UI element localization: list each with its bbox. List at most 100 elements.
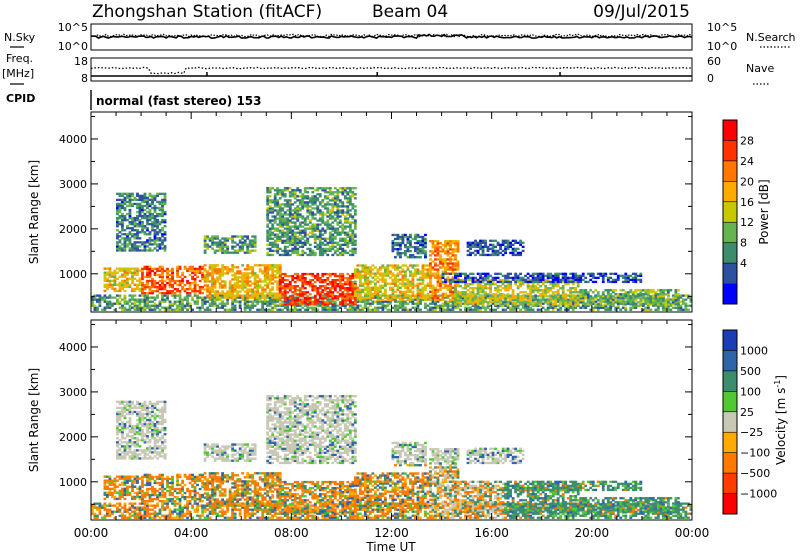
power-cell (326, 215, 330, 218)
power-cell (128, 300, 132, 303)
power-cell (654, 294, 658, 297)
power-cell (113, 308, 117, 311)
power-cell (476, 297, 480, 300)
power-cell (231, 298, 235, 301)
power-cell (426, 272, 430, 275)
power-cell (388, 300, 392, 303)
power-cell (454, 258, 457, 261)
power-cell (223, 237, 227, 240)
power-cell (121, 275, 124, 278)
power-cell (206, 235, 209, 238)
power-cell (173, 279, 177, 283)
power-cell (594, 295, 598, 298)
power-cell (348, 302, 352, 305)
power-cell (353, 289, 357, 292)
power-cell (554, 303, 558, 306)
power-cell (153, 233, 157, 236)
power-cell (268, 300, 272, 303)
power-cell (176, 294, 179, 297)
power-cell (591, 291, 595, 294)
power-cell (496, 301, 500, 304)
power-cell (609, 306, 613, 309)
power-cell (449, 300, 452, 303)
power-cell (146, 227, 149, 230)
power-cell (348, 223, 352, 226)
power-cell (278, 291, 282, 294)
power-cell (206, 245, 209, 248)
power-cell (248, 239, 252, 242)
power-cell (449, 290, 452, 293)
power-cell (664, 306, 668, 309)
power-cell (373, 308, 377, 311)
power-cell (646, 308, 650, 311)
power-cell (636, 289, 640, 292)
power-cell (399, 300, 402, 303)
power-cell (276, 187, 280, 190)
power-cell (321, 274, 325, 278)
power-cell (136, 194, 139, 198)
power-cell (123, 300, 127, 303)
power-cell (396, 288, 400, 291)
power-cell (296, 237, 300, 240)
power-cell (148, 204, 152, 208)
power-cell (126, 271, 129, 274)
power-cell (346, 251, 350, 255)
power-cell (108, 300, 112, 303)
power-cell (368, 288, 372, 291)
power-cell (641, 293, 645, 296)
power-cell (326, 243, 330, 247)
power-cell (113, 283, 117, 287)
power-cell (136, 304, 139, 307)
power-cell (341, 276, 345, 280)
power-cell (474, 308, 477, 311)
power-cell (358, 272, 362, 275)
power-cell (306, 304, 310, 307)
power-cell (163, 220, 167, 224)
power-cell (273, 294, 277, 297)
power-cell (303, 251, 307, 255)
power-cell (328, 203, 332, 206)
power-cell (624, 301, 628, 304)
power-cell (529, 287, 533, 290)
power-cell (243, 276, 247, 279)
power-cell (621, 289, 625, 292)
power-cell (328, 189, 332, 192)
power-cell (464, 306, 467, 309)
power-cell (399, 243, 402, 247)
power-cell (256, 288, 260, 291)
power-cell (328, 249, 332, 253)
power-cell (166, 269, 169, 273)
power-cell (449, 298, 452, 302)
power-cell (288, 297, 292, 300)
power-cell (253, 241, 257, 244)
power-cell (651, 295, 655, 298)
power-cell (351, 247, 355, 251)
power-cell (123, 283, 127, 287)
power-cell (136, 283, 139, 287)
power-cell (206, 300, 209, 303)
power-cell (273, 243, 277, 247)
power-cell (519, 280, 523, 284)
power-cell (301, 225, 305, 228)
power-cell (529, 299, 533, 302)
power-cell (519, 297, 523, 300)
power-cell (406, 241, 410, 245)
power-cell (286, 241, 290, 244)
power-cell (318, 291, 322, 294)
power-cell (338, 272, 342, 276)
power-cell (293, 299, 297, 302)
power-cell (348, 191, 352, 194)
power-cell (251, 302, 255, 305)
power-cell (656, 308, 660, 311)
power-cell (424, 296, 427, 300)
power-cell (346, 225, 350, 228)
power-cell (281, 295, 285, 298)
power-cell (188, 281, 192, 285)
power-cell (146, 241, 149, 244)
power-cell (346, 191, 350, 194)
power-cell (434, 264, 437, 267)
power-cell (609, 295, 613, 298)
power-cell (163, 237, 167, 240)
power-cell (316, 287, 320, 290)
power-cell (529, 308, 533, 311)
